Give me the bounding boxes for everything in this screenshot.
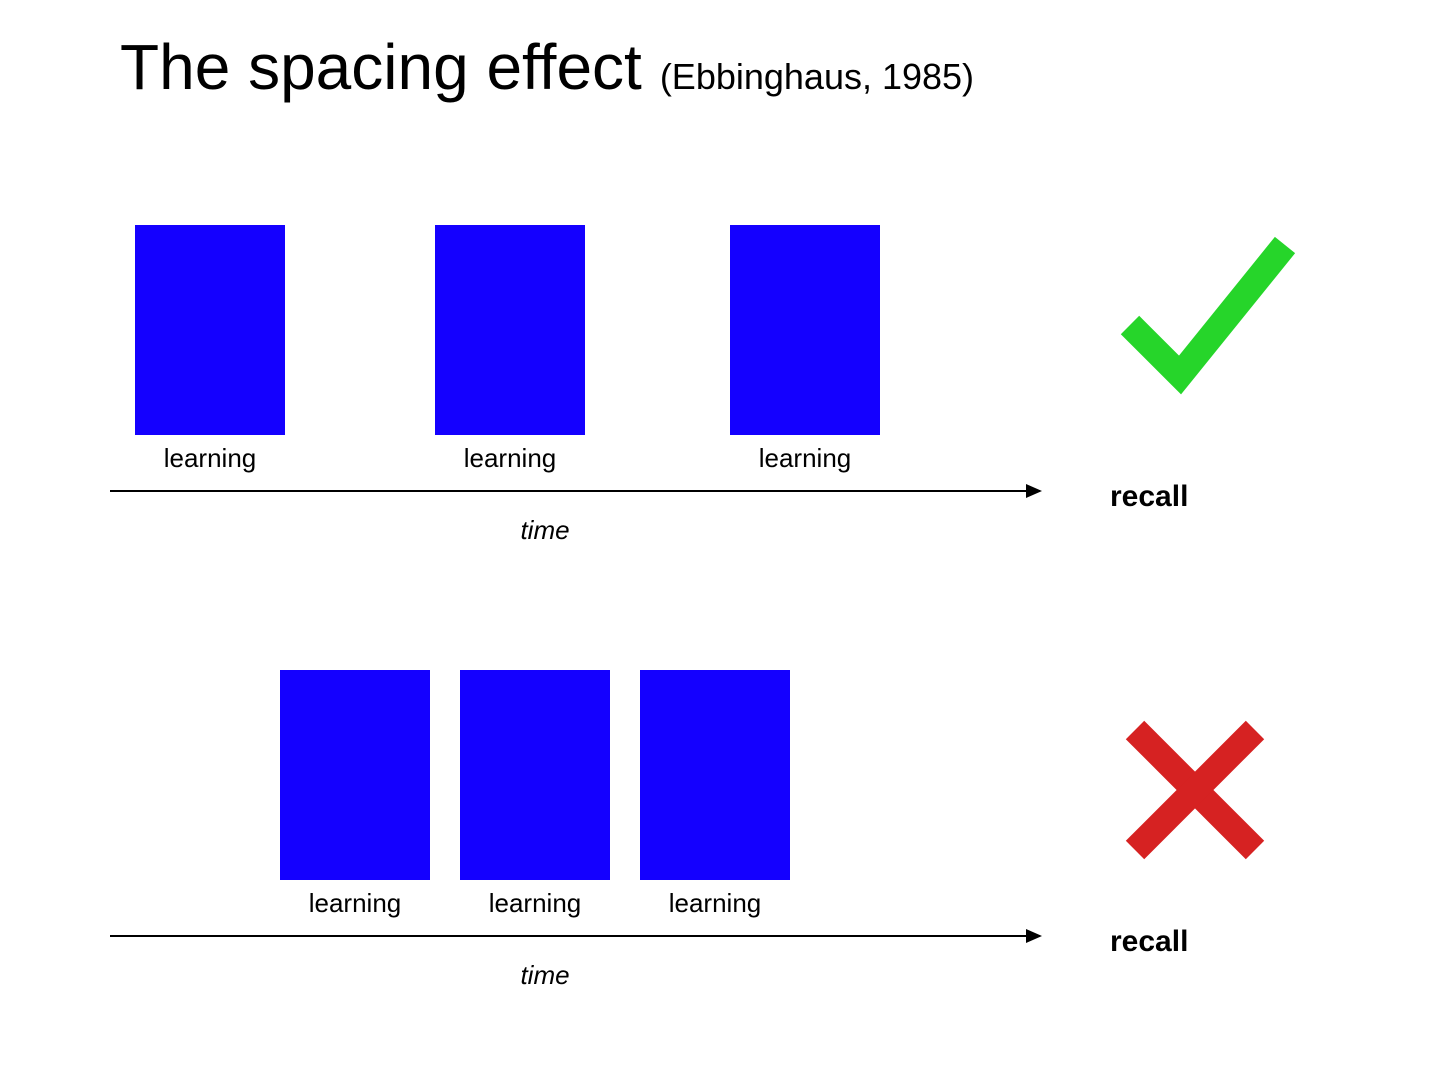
time-axis-label: time xyxy=(495,515,595,546)
cross-icon xyxy=(1110,705,1280,875)
block-label: learning xyxy=(135,443,285,474)
time-axis xyxy=(110,490,1040,492)
recall-label: recall xyxy=(1110,925,1188,959)
check-icon xyxy=(1105,215,1305,415)
block-label: learning xyxy=(730,443,880,474)
block-label: learning xyxy=(460,888,610,919)
block-label: learning xyxy=(640,888,790,919)
learning-block xyxy=(460,670,610,880)
learning-block xyxy=(135,225,285,435)
learning-block xyxy=(640,670,790,880)
page-title: The spacing effect (Ebbinghaus, 1985) xyxy=(120,30,974,104)
time-axis-label: time xyxy=(495,960,595,991)
block-label: learning xyxy=(435,443,585,474)
learning-block xyxy=(730,225,880,435)
learning-block xyxy=(280,670,430,880)
title-main: The spacing effect xyxy=(120,30,642,104)
recall-label: recall xyxy=(1110,480,1188,514)
block-label: learning xyxy=(280,888,430,919)
learning-block xyxy=(435,225,585,435)
time-axis xyxy=(110,935,1040,937)
title-sub: (Ebbinghaus, 1985) xyxy=(660,56,974,98)
